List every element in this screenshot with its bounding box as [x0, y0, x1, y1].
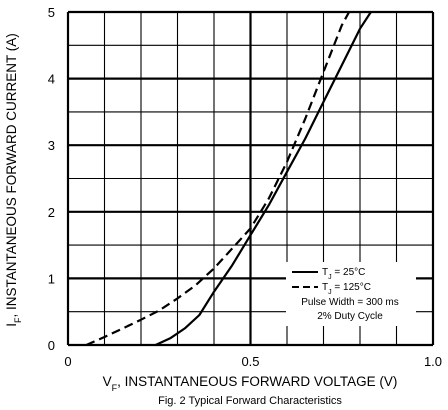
legend-note-pulse: Pulse Width = 300 ms	[301, 297, 399, 308]
x-tick-label: 0	[64, 354, 71, 369]
series-line-25c	[154, 10, 372, 347]
tick-labels: 0 0.5 1.0 0 1 2 3 4 5	[48, 5, 442, 369]
series-line-125c	[85, 11, 351, 347]
legend-label-125: TJ = 125°C	[322, 282, 371, 296]
y-tick-label: 4	[48, 72, 55, 87]
x-tick-label: 1.0	[424, 354, 442, 369]
x-tick-label: 0.5	[241, 354, 259, 369]
y-tick-label: 2	[48, 205, 55, 220]
y-tick-label: 0	[48, 338, 55, 353]
y-axis-title: IF, INSTANTANEOUS FORWARD CURRENT (A)	[4, 33, 23, 327]
y-tick-label: 1	[48, 271, 55, 286]
legend-note-duty: 2% Duty Cycle	[317, 311, 383, 322]
y-tick-label: 3	[48, 138, 55, 153]
y-tick-label: 5	[48, 5, 55, 20]
legend-label-25: TJ = 25°C	[322, 267, 365, 281]
figure-caption: Fig. 2 Typical Forward Characteristics	[158, 395, 342, 407]
x-axis-title: VF, INSTANTANEOUS FORWARD VOLTAGE (V)	[103, 374, 398, 393]
series	[85, 10, 372, 347]
